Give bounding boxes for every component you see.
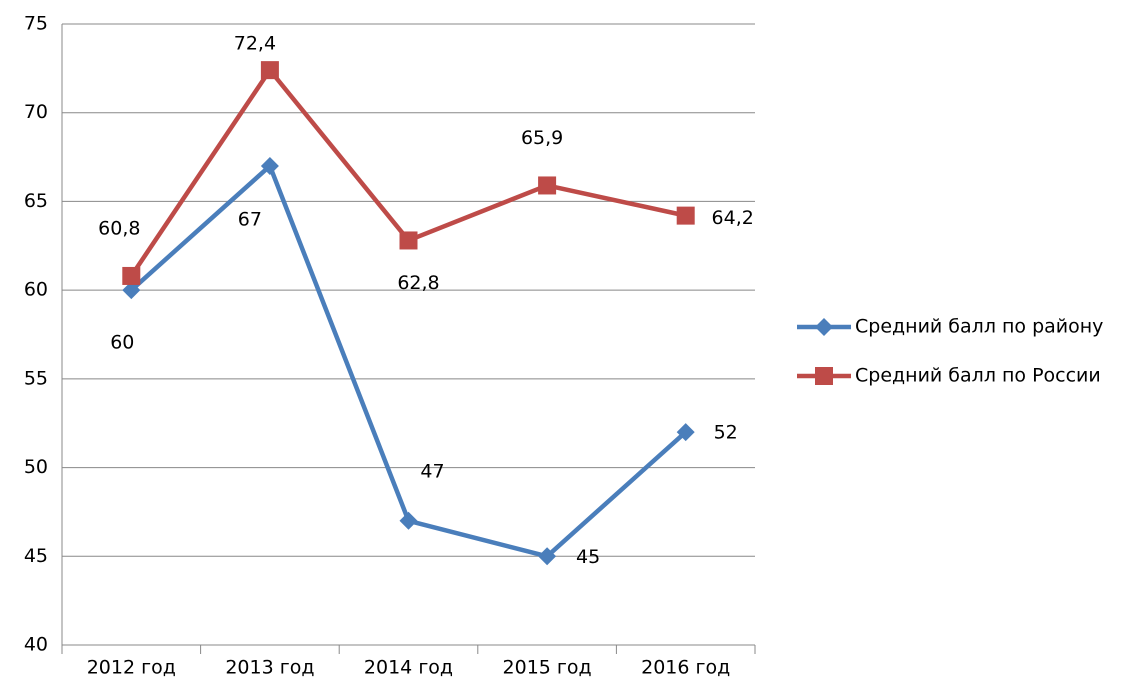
data-label: 64,2 [712, 207, 754, 229]
data-label: 60,8 [98, 217, 140, 239]
x-tick-label: 2012 год [87, 657, 176, 679]
legend-label: Средний балл по России [855, 365, 1101, 387]
legend-label: Средний балл по району [855, 316, 1103, 338]
y-tick-label: 40 [24, 634, 48, 656]
legend-marker [815, 318, 833, 336]
data-point [122, 266, 141, 285]
y-tick-label: 55 [24, 367, 48, 389]
data-point [399, 511, 418, 530]
y-tick-label: 75 [24, 13, 48, 35]
y-tick-label: 70 [24, 101, 48, 123]
x-tick-label: 2013 год [225, 657, 314, 679]
y-tick-label: 45 [24, 545, 48, 567]
y-tick-label: 65 [24, 190, 48, 212]
data-label: 52 [714, 422, 738, 444]
data-point [399, 231, 418, 250]
data-label: 67 [238, 208, 262, 230]
data-label: 65,9 [521, 127, 563, 149]
data-label: 60 [110, 332, 134, 354]
legend-marker [815, 367, 833, 385]
data-point [538, 176, 557, 195]
y-tick-label: 50 [24, 456, 48, 478]
data-point [260, 156, 279, 175]
data-label: 45 [576, 546, 600, 568]
data-point [538, 547, 557, 566]
data-label: 62,8 [397, 272, 439, 294]
data-point [676, 206, 695, 225]
data-point [676, 423, 695, 442]
data-point [122, 281, 141, 300]
x-tick-label: 2016 год [641, 657, 730, 679]
series-line [129, 163, 688, 559]
y-tick-label: 60 [24, 279, 48, 301]
data-label: 47 [420, 460, 444, 482]
x-tick-label: 2014 год [364, 657, 453, 679]
data-label: 72,4 [234, 33, 276, 55]
data-point [260, 61, 279, 80]
x-tick-label: 2015 год [503, 657, 592, 679]
